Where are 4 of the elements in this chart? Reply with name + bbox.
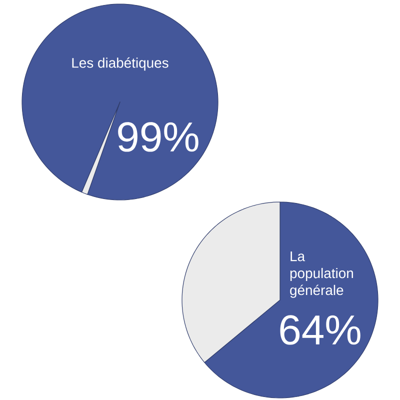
- data-label: 99%: [118, 122, 198, 152]
- data-label: 64%: [280, 315, 360, 345]
- slice-label: Les diabétiques: [72, 57, 168, 71]
- slice-label: La population générale: [290, 252, 353, 298]
